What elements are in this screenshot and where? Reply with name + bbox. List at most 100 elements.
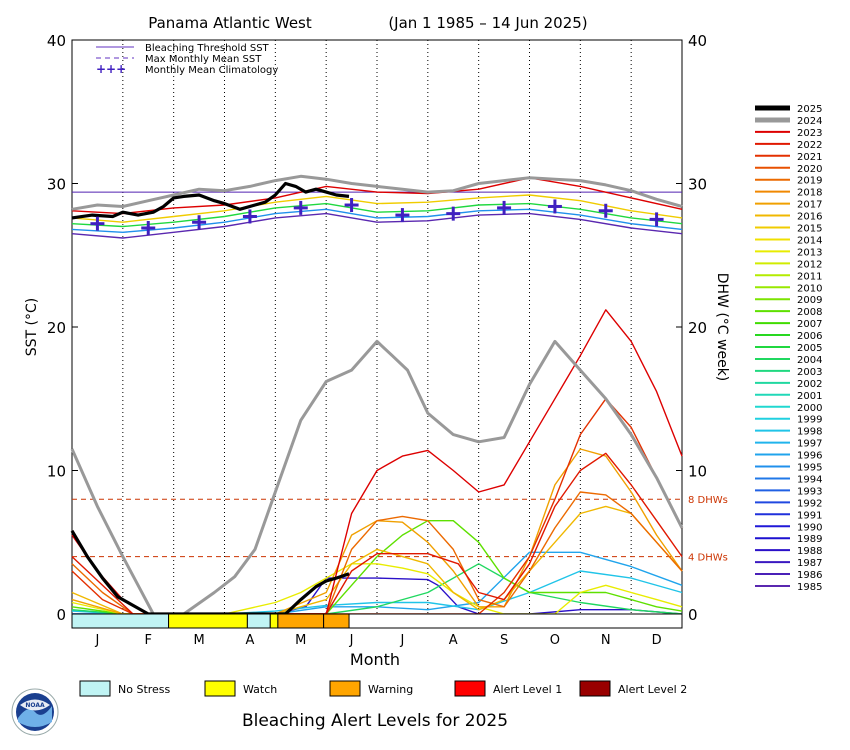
sst-line-1995 (71, 208, 683, 233)
alert-status-bar (71, 613, 683, 629)
x-tick-label: O (550, 633, 560, 648)
alert-legend-label: Warning (368, 683, 413, 696)
legend-climatology-label: Monthly Mean Climatology (145, 65, 278, 76)
status-segment (277, 613, 325, 629)
legend-mmm-label: Max Monthly Mean SST (145, 54, 262, 65)
x-axis-label: Month (350, 650, 400, 669)
y-tick-label-left: 40 (47, 32, 66, 50)
climatology-marker (90, 216, 105, 231)
dhw-reference-label: 4 DHWs (688, 553, 728, 564)
alert-legend-label: Alert Level 2 (618, 683, 687, 696)
x-tick-label: A (245, 633, 254, 648)
year-legend-label: 2007 (797, 319, 822, 330)
climatology-marker (242, 209, 257, 224)
climatology-marker (141, 220, 156, 235)
status-segment (269, 613, 279, 629)
year-legend-label: 2004 (797, 355, 822, 366)
alert-legend-label: Watch (243, 683, 277, 696)
climatology-marker (649, 212, 664, 227)
year-legend-label: 1991 (797, 510, 822, 521)
year-legend-label: 1992 (797, 498, 822, 509)
year-legend-label: 2016 (797, 212, 822, 223)
x-tick-label: J (349, 633, 354, 648)
x-tick-label: D (652, 633, 662, 648)
year-legend-label: 1985 (797, 582, 822, 593)
y-tick-label-right: 30 (688, 176, 707, 194)
climatology-marker (192, 215, 207, 230)
top-legend: Bleaching Threshold SST Max Monthly Mean… (96, 43, 278, 76)
x-tick-label: F (145, 633, 152, 648)
year-legend-label: 1997 (797, 439, 822, 450)
climatology-marker (547, 199, 562, 214)
noaa-logo: NOAA (11, 688, 59, 736)
sst-line-1985 (71, 212, 683, 239)
y-axis-label-left: SST (°C) (24, 298, 40, 356)
sst-line-2023 (71, 177, 683, 215)
y-tick-label-left: 10 (47, 463, 66, 481)
year-legend-label: 2018 (797, 188, 822, 199)
year-legend-label: 2020 (797, 164, 822, 175)
year-legend-label: 2009 (797, 295, 822, 306)
sst-line-2005 (71, 202, 683, 228)
year-legend-label: 2003 (797, 367, 822, 378)
year-legend-label: 1996 (797, 451, 822, 462)
alert-legend-swatch (579, 680, 611, 697)
year-legend-label: 2017 (797, 200, 822, 211)
year-legend-label: 2024 (797, 116, 822, 127)
status-segment (246, 613, 271, 629)
year-legend-label: 2001 (797, 391, 822, 402)
climatology-marker (497, 200, 512, 215)
year-legend-label: 2022 (797, 140, 822, 151)
legend-threshold-label: Bleaching Threshold SST (145, 43, 270, 54)
year-legend-label: 2011 (797, 271, 822, 282)
year-legend-label: 1995 (797, 463, 822, 474)
x-tick-label: M (295, 633, 306, 648)
year-legend-label: 2015 (797, 224, 822, 235)
year-legend-label: 2014 (797, 235, 822, 246)
year-legend-label: 2023 (797, 128, 822, 139)
y-axis-label-right: DHW (°C week) (714, 273, 730, 382)
year-legend-label: 2000 (797, 403, 822, 414)
legend-climatology-swatch: +++ (96, 62, 126, 76)
climatology-marker (344, 198, 359, 213)
year-legend-label: 1993 (797, 486, 822, 497)
alert-legend-swatch (329, 680, 361, 697)
year-legend-label: 2021 (797, 152, 822, 163)
alert-legend-swatch (454, 680, 486, 697)
y-tick-label-left: 20 (47, 319, 66, 337)
x-tick-label: J (94, 633, 99, 648)
alert-level-legend: No Stress Watch Warning Alert Level 1 Alert … (79, 680, 687, 697)
noaa-logo-text: NOAA (25, 702, 45, 709)
x-tick-label: M (193, 633, 204, 648)
climatology-markers (90, 198, 664, 235)
year-legend: 2025202420232022202120202019201820172016… (755, 104, 822, 593)
year-legend-label: 2006 (797, 331, 822, 342)
year-legend-label: 1986 (797, 570, 822, 581)
footer-title: Bleaching Alert Levels for 2025 (242, 711, 508, 731)
y-tick-label-left: 0 (56, 606, 66, 624)
alert-legend-swatch (204, 680, 236, 697)
y-tick-label-right: 40 (688, 32, 707, 50)
y-tick-label-right: 10 (688, 463, 707, 481)
y-tick-label-right: 0 (688, 606, 698, 624)
sst-line-2024 (71, 174, 683, 211)
year-legend-label: 2010 (797, 283, 822, 294)
y-axis-ticks: 0 0 10 10 20 20 30 30 40 40 (47, 32, 707, 624)
x-tick-label: N (601, 633, 611, 648)
year-legend-label: 2005 (797, 343, 822, 354)
y-tick-label-right: 20 (688, 319, 707, 337)
climatology-marker (395, 208, 410, 223)
sst-series-lines (71, 174, 683, 239)
year-legend-label: 1994 (797, 474, 822, 485)
dhw-line-2021 (71, 398, 683, 615)
x-tick-label: S (500, 633, 508, 648)
status-segment (71, 613, 170, 629)
year-legend-label: 2025 (797, 104, 822, 115)
year-legend-label: 1998 (797, 427, 822, 438)
climatology-marker (446, 206, 461, 221)
chart-title: Panama Atlantic West (148, 14, 312, 32)
dhw-reference-label: 8 DHWs (688, 495, 728, 506)
sst-line-2015 (71, 194, 683, 223)
